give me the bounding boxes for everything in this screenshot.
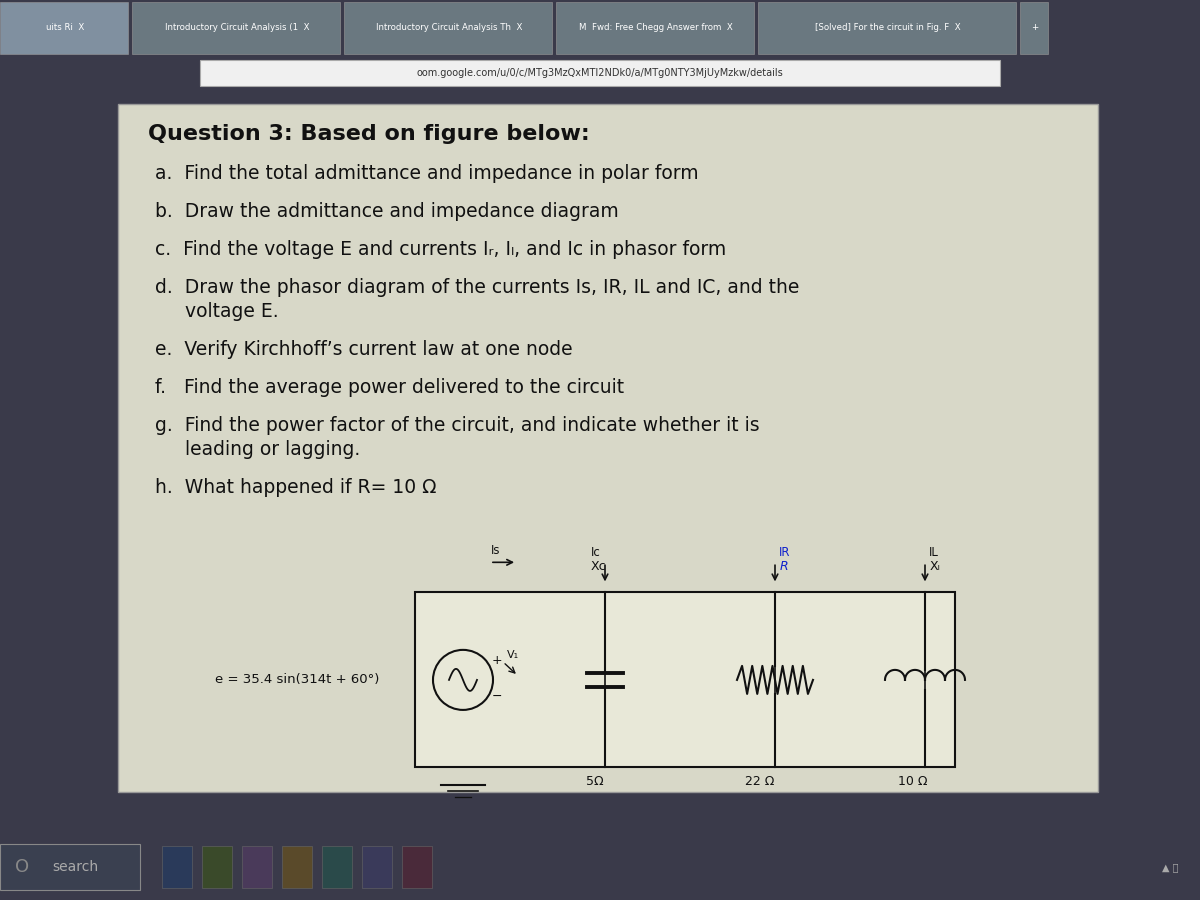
Text: IR: IR	[779, 546, 791, 559]
Text: Ic: Ic	[592, 546, 601, 559]
Bar	[0, 2, 128, 54]
Bar	[132, 2, 340, 54]
Text: e = 35.4 sin(314t + 60°): e = 35.4 sin(314t + 60°)	[215, 673, 379, 687]
Text: Introductory Circuit Analysis (1  X: Introductory Circuit Analysis (1 X	[164, 22, 310, 32]
Text: f.   Find the average power delivered to the circuit: f. Find the average power delivered to t…	[155, 378, 624, 397]
Text: leading or lagging.: leading or lagging.	[155, 440, 360, 459]
Text: d.  Draw the phasor diagram of the currents Is, IR, IL and IC, and the: d. Draw the phasor diagram of the curren…	[155, 278, 799, 297]
Text: 5Ω: 5Ω	[586, 776, 604, 788]
Bar	[118, 104, 1098, 793]
Text: V₁: V₁	[508, 650, 520, 660]
Text: h.  What happened if R= 10 Ω: h. What happened if R= 10 Ω	[155, 478, 437, 498]
Bar	[162, 846, 192, 888]
Text: g.  Find the power factor of the circuit, and indicate whether it is: g. Find the power factor of the circuit,…	[155, 416, 760, 436]
Bar	[202, 846, 232, 888]
Text: 10 Ω: 10 Ω	[899, 776, 928, 788]
Text: M  Fwd: Free Chegg Answer from  X: M Fwd: Free Chegg Answer from X	[580, 22, 733, 32]
Bar	[402, 846, 432, 888]
Bar	[415, 592, 955, 768]
Text: c.  Find the voltage E and currents Iᵣ, Iₗ, and Iᴄ in phasor form: c. Find the voltage E and currents Iᵣ, I…	[155, 240, 726, 259]
Text: oom.google.com/u/0/c/MTg3MzQxMTI2NDk0/a/MTg0NTY3MjUyMzkw/details: oom.google.com/u/0/c/MTg3MzQxMTI2NDk0/a/…	[416, 68, 784, 78]
Bar	[362, 846, 392, 888]
Text: uits Ri  X: uits Ri X	[46, 22, 84, 32]
Text: voltage E.: voltage E.	[155, 302, 278, 321]
Text: O: O	[14, 858, 29, 876]
Text: 22 Ω: 22 Ω	[745, 776, 775, 788]
Text: Introductory Circuit Analysis Th  X: Introductory Circuit Analysis Th X	[376, 22, 522, 32]
Text: +: +	[492, 654, 503, 667]
Text: e.  Verify Kirchhoff’s current law at one node: e. Verify Kirchhoff’s current law at one…	[155, 340, 572, 359]
Text: ▲ ⎓: ▲ ⎓	[1162, 862, 1178, 872]
Circle shape	[433, 650, 493, 710]
Text: Xᴄ: Xᴄ	[592, 561, 607, 573]
Text: search: search	[52, 860, 98, 874]
Text: Is: Is	[491, 544, 500, 557]
Bar	[322, 846, 352, 888]
Text: IL: IL	[929, 546, 938, 559]
Bar	[282, 846, 312, 888]
Text: +: +	[1031, 22, 1039, 32]
Bar	[242, 846, 272, 888]
Bar	[344, 2, 552, 54]
Bar	[556, 2, 754, 54]
Bar	[0, 843, 140, 890]
Bar	[1020, 2, 1048, 54]
Bar	[758, 2, 1016, 54]
Bar	[200, 59, 1000, 86]
Text: [Solved] For the circuit in Fig. F  X: [Solved] For the circuit in Fig. F X	[815, 22, 961, 32]
Text: −: −	[492, 690, 503, 703]
Text: Question 3: Based on figure below:: Question 3: Based on figure below:	[148, 124, 589, 144]
Text: a.  Find the total admittance and impedance in polar form: a. Find the total admittance and impedan…	[155, 164, 698, 183]
Text: b.  Draw the admittance and impedance diagram: b. Draw the admittance and impedance dia…	[155, 202, 619, 221]
Text: Xₗ: Xₗ	[930, 561, 941, 573]
Text: R: R	[780, 561, 788, 573]
